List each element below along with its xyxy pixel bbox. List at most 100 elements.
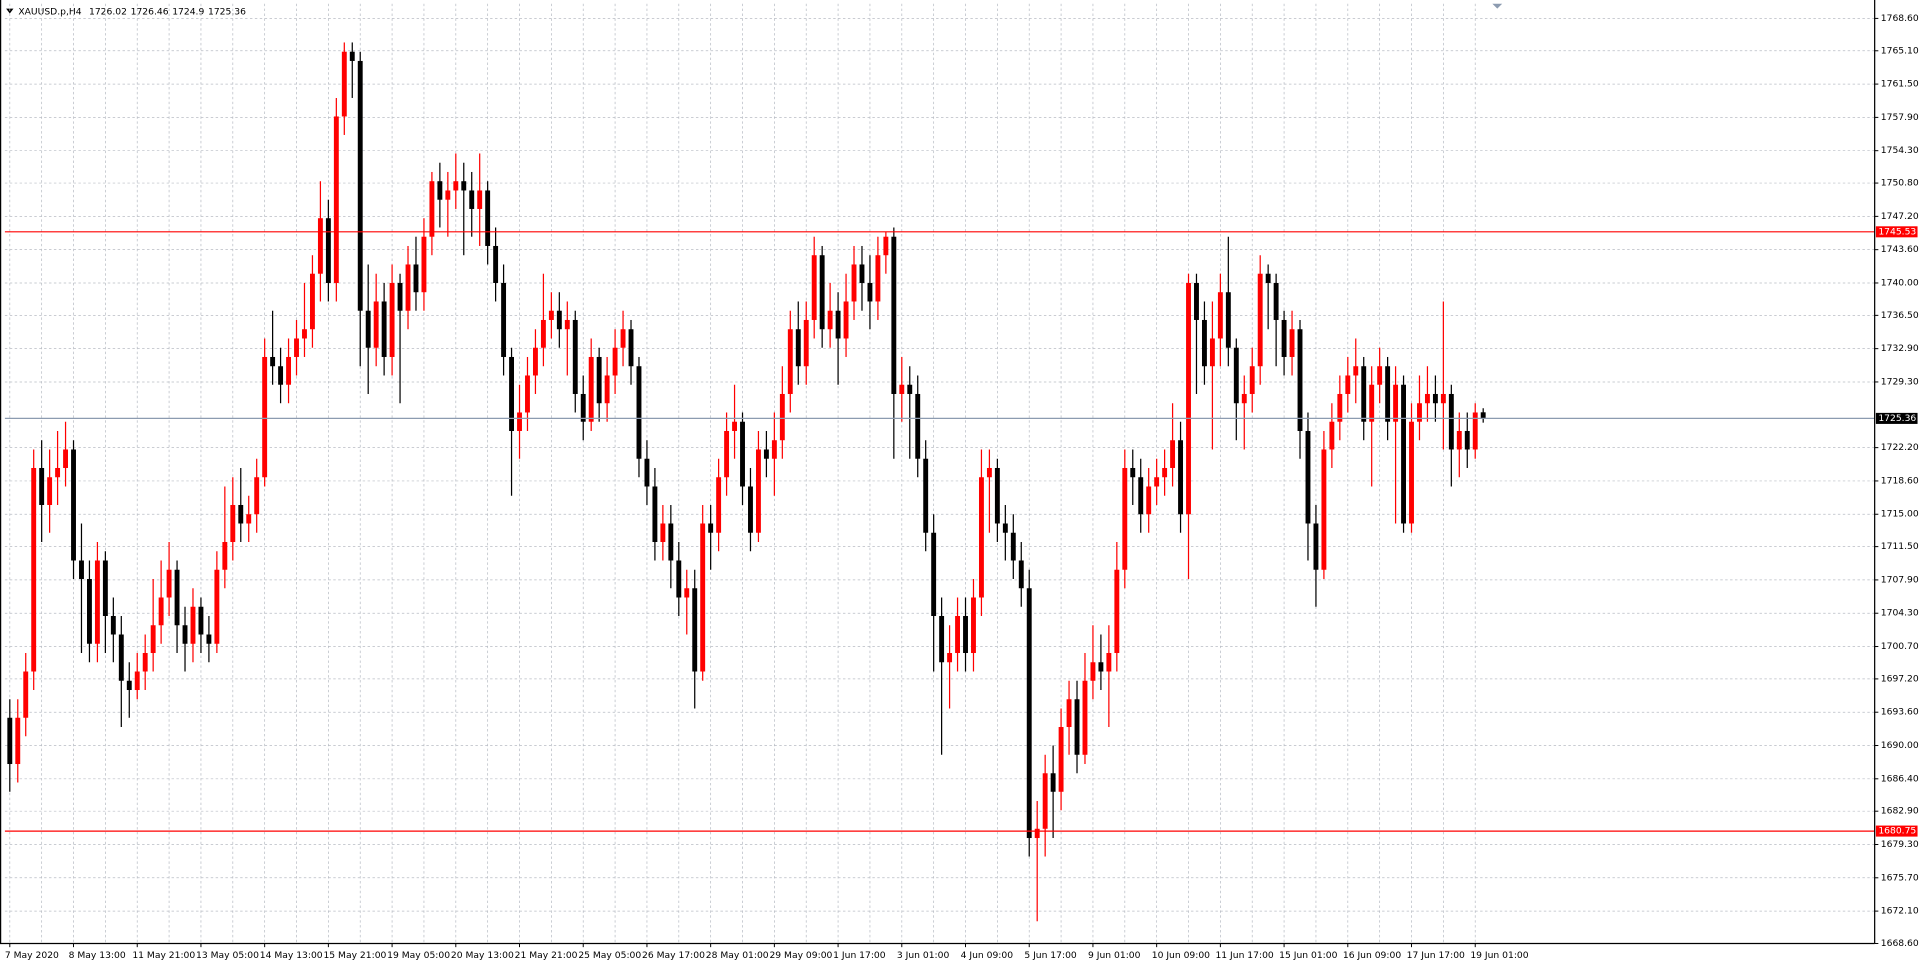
candle-body xyxy=(357,60,363,311)
y-tick-label: 1704.30 xyxy=(1881,608,1919,619)
y-tick-label: 1732.90 xyxy=(1881,343,1919,354)
candle-body xyxy=(700,523,706,672)
candle-body xyxy=(1345,375,1351,394)
y-tick-label: 1715.00 xyxy=(1881,509,1919,520)
candle-body xyxy=(317,218,323,274)
y-tick-label: 1743.60 xyxy=(1881,244,1919,255)
candle-body xyxy=(636,366,642,459)
candle-body xyxy=(214,569,220,644)
candle-body xyxy=(1305,430,1311,524)
candle-body xyxy=(1353,366,1359,376)
candle-body xyxy=(851,264,857,302)
candle-body xyxy=(652,486,658,542)
candle-body xyxy=(1074,699,1080,755)
level-label-bg xyxy=(1875,226,1918,238)
candle-body xyxy=(174,569,180,626)
candle-body xyxy=(7,717,13,765)
level-label: 1745.53 xyxy=(1878,226,1916,237)
candle-body xyxy=(286,356,292,385)
x-tick-label: 15 Jun 01:00 xyxy=(1279,950,1337,961)
y-tick-label: 1690.00 xyxy=(1881,740,1919,751)
candle-body xyxy=(1377,366,1383,385)
candle-body xyxy=(333,116,339,283)
shift-marker[interactable] xyxy=(1492,3,1503,9)
candle-body xyxy=(971,597,976,654)
x-tick-label: 16 Jun 09:00 xyxy=(1343,950,1401,961)
candle-body xyxy=(142,653,148,672)
candle-body xyxy=(1361,366,1367,422)
candle-body xyxy=(1154,477,1160,487)
candle-body xyxy=(437,181,443,200)
y-tick-label: 1729.30 xyxy=(1881,376,1919,387)
candle-body xyxy=(994,467,1000,524)
candle-body xyxy=(939,616,945,663)
candle-body xyxy=(955,616,960,654)
candle-body xyxy=(1106,653,1112,672)
candle-body xyxy=(1257,273,1263,367)
candle-body xyxy=(381,301,387,357)
candle-body xyxy=(676,560,682,598)
candle-body xyxy=(262,356,268,478)
candle-body xyxy=(230,504,236,542)
candle-body xyxy=(1082,680,1088,755)
candle-body xyxy=(1297,329,1303,431)
candle-body xyxy=(612,347,618,376)
level-label-bg xyxy=(1875,825,1918,837)
candle-body xyxy=(795,329,801,367)
candle-body xyxy=(413,264,419,293)
candle-body xyxy=(405,264,411,311)
candle-body xyxy=(1138,477,1144,515)
x-tick-label: 4 Jun 09:00 xyxy=(961,950,1014,961)
candle-body xyxy=(1313,523,1319,570)
candle-body xyxy=(1249,366,1255,394)
candle-body xyxy=(1456,430,1462,450)
x-tick-label: 8 May 13:00 xyxy=(69,950,126,961)
candle-body xyxy=(71,449,76,561)
y-tick-label: 1682.90 xyxy=(1881,806,1919,817)
candle-body xyxy=(1090,662,1096,681)
candle-body xyxy=(907,384,913,394)
price-label-bg xyxy=(1875,412,1918,424)
candle-body xyxy=(644,458,650,487)
candle-body xyxy=(604,375,610,404)
candle-body xyxy=(158,597,164,626)
candle-body xyxy=(716,477,722,533)
candle-body xyxy=(1217,292,1223,339)
candle-body xyxy=(1098,662,1104,672)
candle-body xyxy=(198,606,204,635)
candle-body xyxy=(1464,430,1470,450)
candle-body xyxy=(1265,273,1271,283)
candle-body xyxy=(1130,467,1136,478)
y-tick-label: 1718.60 xyxy=(1881,475,1919,486)
candle-body xyxy=(190,606,196,644)
candle-body xyxy=(1010,532,1016,561)
candle-body xyxy=(779,393,785,441)
candle-body xyxy=(1281,319,1287,357)
x-tick-label: 9 Jun 01:00 xyxy=(1088,950,1141,961)
candle-body xyxy=(23,671,29,718)
candle-body xyxy=(1018,560,1024,589)
candle-body xyxy=(429,181,435,237)
candle-body xyxy=(1146,486,1152,515)
candle-body xyxy=(1042,773,1048,829)
symbol: XAUUSD.p,H4 xyxy=(18,6,81,17)
candles xyxy=(7,42,1486,922)
candle-body xyxy=(126,680,132,691)
y-tick-label: 1740.00 xyxy=(1881,277,1919,288)
x-tick-label: 28 May 01:00 xyxy=(706,950,769,961)
candle-body xyxy=(294,338,299,357)
header-high: 1726.46 xyxy=(131,6,169,17)
candle-body xyxy=(931,532,937,617)
candle-body xyxy=(1186,282,1191,515)
candle-body xyxy=(39,467,45,505)
candle-body xyxy=(79,560,84,579)
candle-body xyxy=(1432,393,1438,404)
candle-body xyxy=(1114,569,1120,654)
candle-body xyxy=(1170,440,1176,468)
candle-body xyxy=(1369,384,1375,422)
candle-body xyxy=(1201,319,1207,367)
candle-body xyxy=(1321,449,1327,570)
y-tick-label: 1765.10 xyxy=(1881,45,1919,56)
